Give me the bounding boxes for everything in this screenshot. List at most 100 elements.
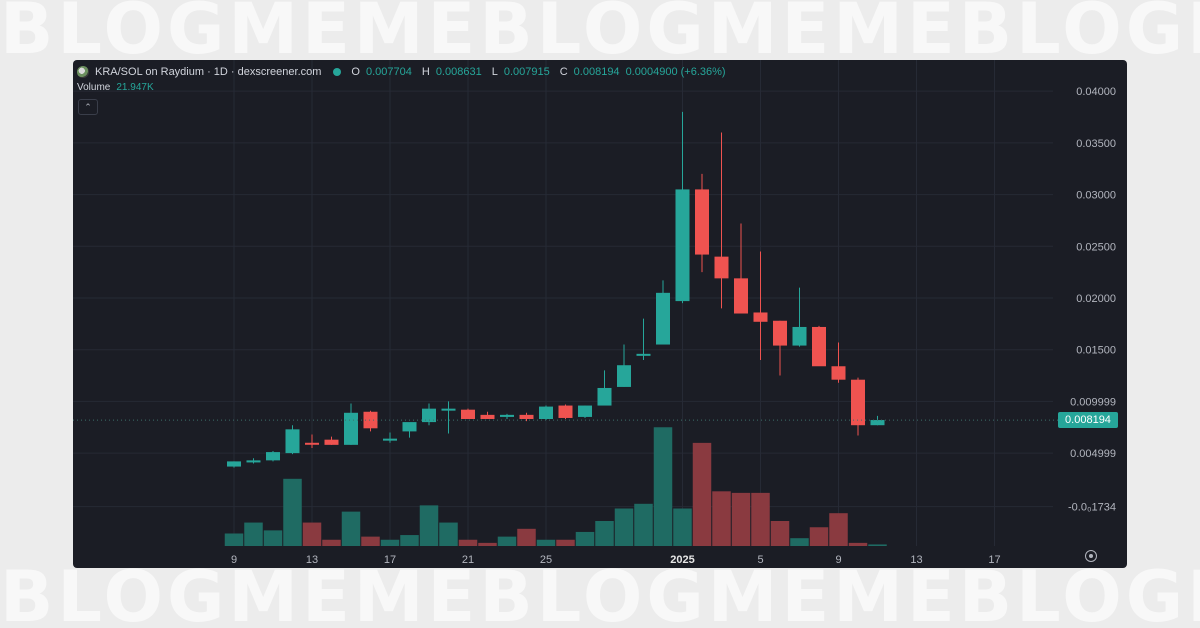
- x-tick-label: 9: [231, 554, 237, 566]
- ohlc-low-value: 0.007915: [503, 66, 550, 78]
- volume-bar: [692, 442, 712, 546]
- candle-body: [363, 411, 378, 429]
- candle-body: [636, 353, 651, 356]
- x-tick-label: 2025: [670, 554, 694, 566]
- candle-body: [539, 406, 553, 419]
- y-tick-label: 0.02500: [1076, 241, 1116, 253]
- ohlc-open-value: 0.007704: [365, 66, 412, 78]
- candle-body: [500, 414, 514, 417]
- ohlc-low-key: L: [491, 66, 498, 78]
- candle-body: [441, 408, 456, 411]
- candle-body: [422, 408, 436, 423]
- x-tick-label: 5: [757, 554, 763, 566]
- volume-bar: [458, 539, 478, 546]
- volume-bar: [673, 508, 692, 546]
- y-tick-label: 0.009999: [1070, 396, 1116, 408]
- volume-bar: [556, 539, 575, 546]
- collapse-legend-button[interactable]: ⌃: [78, 99, 98, 115]
- volume-label: Volume: [77, 82, 111, 93]
- y-tick-label: 0.02000: [1076, 293, 1116, 305]
- chart-panel[interactable]: 0.04000 0.03500 0.03000 0.02500 0.02000 0.015…: [73, 60, 1127, 568]
- volume-bar: [536, 539, 556, 546]
- y-tick-label: 0.04000: [1076, 86, 1116, 98]
- x-tick-label: 13: [306, 554, 318, 566]
- x-tick-label: 17: [384, 554, 396, 566]
- watermark-bottom: BLOGMEMEBLOGMEMEBLOGMEMEBLOG: [0, 566, 1200, 628]
- volume-bar: [341, 511, 361, 546]
- market-status-icon: [333, 68, 342, 76]
- volume-bar: [497, 536, 517, 546]
- y-tick-label: 0.03500: [1076, 138, 1116, 150]
- volume-bar: [634, 503, 653, 546]
- candle-body: [246, 460, 261, 463]
- candle-body: [695, 189, 709, 255]
- volume-bar: [361, 536, 380, 546]
- volume-bar: [263, 530, 283, 546]
- chart-header: KRA/SOL on Raydium · 1D · dexscreener.co…: [77, 64, 726, 80]
- volume-legend: Volume 21.947K: [77, 82, 154, 93]
- volume-bar: [439, 522, 458, 546]
- volume-bar: [848, 542, 868, 546]
- volume-bar: [751, 492, 770, 546]
- y-tick-label: 0.03000: [1076, 190, 1116, 202]
- volume-bar: [478, 542, 497, 546]
- candle-body: [714, 256, 729, 279]
- candle-body: [792, 326, 807, 346]
- volume-bar: [790, 538, 809, 546]
- ohlc-high-key: H: [421, 66, 430, 78]
- volume-bar: [868, 544, 887, 546]
- pair-label: KRA/SOL on Raydium · 1D · dexscreener.co…: [95, 66, 322, 78]
- volume-bar: [224, 533, 244, 546]
- candle-body: [266, 452, 280, 461]
- volume-bar: [595, 521, 614, 546]
- volume-bar: [302, 522, 322, 546]
- y-tick-label: -0.0₀1734: [1068, 502, 1116, 514]
- y-tick-label: 0.004999: [1070, 448, 1116, 460]
- candle-body: [812, 326, 826, 367]
- candle-body: [753, 312, 768, 322]
- candle-body: [617, 365, 631, 387]
- watermark-top: BLOGMEMEBLOGMEMEBLOGMEMEBLOG: [0, 0, 1200, 60]
- candle-body: [402, 422, 417, 432]
- x-tick-label: 17: [988, 554, 1000, 566]
- settings-icon[interactable]: [1085, 550, 1097, 562]
- candle-body: [227, 461, 241, 467]
- ohlc-change: 0.0004900 (+6.36%): [625, 66, 726, 78]
- volume-bar: [809, 527, 829, 546]
- candle-body: [461, 409, 475, 419]
- volume-bar: [770, 521, 790, 546]
- candle-body: [578, 405, 592, 417]
- volume-value: 21.947K: [116, 82, 154, 93]
- volume-bar: [380, 539, 400, 546]
- ohlc-close-value: 0.008194: [573, 66, 620, 78]
- x-tick-label: 25: [540, 554, 552, 566]
- candle-body: [851, 379, 865, 426]
- candle-body: [675, 189, 690, 302]
- volume-bar: [653, 427, 673, 546]
- candle-body: [558, 405, 573, 418]
- volume-bar: [283, 478, 302, 546]
- volume-bar: [731, 492, 751, 546]
- candlestick-chart[interactable]: 0.04000 0.03500 0.03000 0.02500 0.02000 0.015…: [73, 60, 1127, 568]
- volume-bar: [712, 491, 731, 546]
- volume-bar: [829, 513, 848, 546]
- candle-body: [597, 387, 612, 406]
- ohlc-high-value: 0.008631: [435, 66, 482, 78]
- candle-body: [324, 439, 339, 445]
- candle-body: [480, 414, 495, 419]
- ohlc-open-key: O: [351, 66, 360, 78]
- candle-body: [344, 412, 358, 445]
- x-tick-label: 9: [835, 554, 841, 566]
- token-logo-icon: [77, 66, 89, 78]
- candle-body: [656, 292, 670, 345]
- candle-body: [831, 366, 846, 380]
- volume-bar: [614, 508, 634, 546]
- candle-body: [519, 414, 534, 419]
- candle-body: [383, 438, 397, 441]
- candle-body: [734, 278, 748, 314]
- last-price-badge: 0.008194: [1058, 412, 1118, 429]
- ohlc-close-key: C: [559, 66, 568, 78]
- candle-body: [870, 420, 885, 426]
- volume-bar: [419, 505, 439, 546]
- volume-bar: [322, 539, 341, 546]
